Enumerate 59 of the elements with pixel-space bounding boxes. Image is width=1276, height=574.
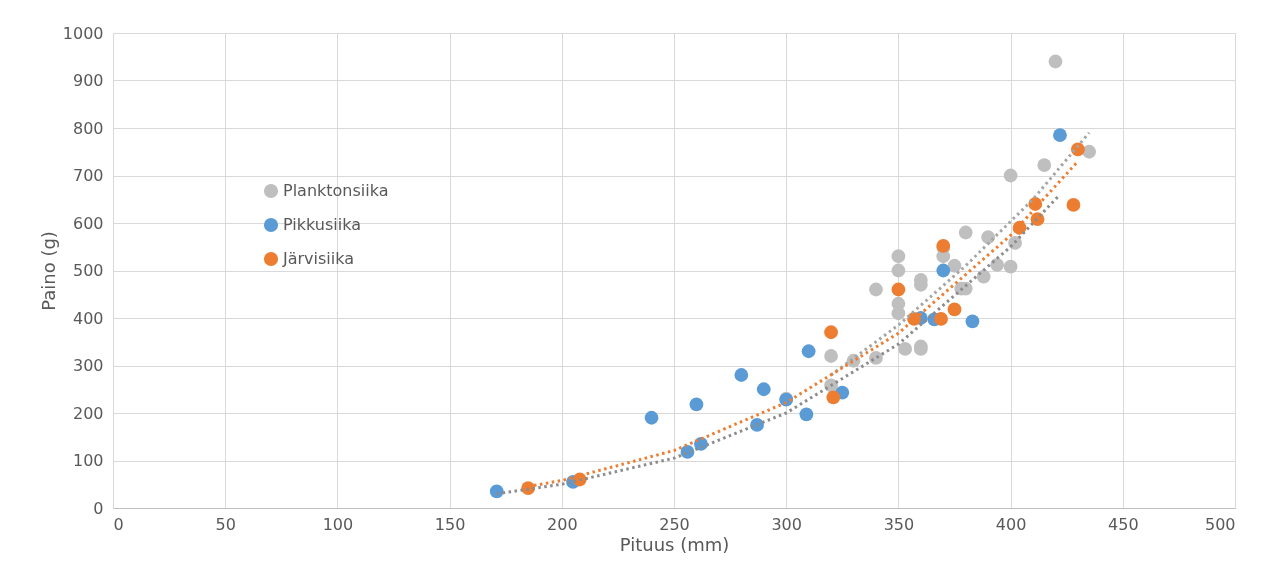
point: [990, 257, 1005, 272]
y-tick-label: 400: [72, 308, 104, 328]
x-tick-label: 450: [1108, 514, 1139, 534]
point: [891, 306, 906, 321]
point: [801, 344, 816, 359]
point: [756, 382, 771, 397]
point: [891, 249, 906, 264]
line-series: [829, 131, 1091, 377]
point: [869, 282, 883, 297]
y-tick-label: 200: [72, 403, 104, 423]
y-tick-label: 300: [72, 356, 104, 375]
point: [1066, 198, 1081, 212]
x-tick-label: 100: [322, 514, 354, 534]
x-tick-label: 50: [215, 514, 236, 534]
y-tick-label: 100: [72, 451, 104, 470]
x-tick-label: 250: [659, 514, 690, 534]
point: [934, 312, 948, 326]
point: [947, 258, 962, 273]
point: [644, 410, 659, 425]
x-tick-label: 300: [771, 514, 802, 534]
y-tick-label: 500: [72, 261, 104, 280]
point: [824, 325, 838, 340]
y-tick-label: 900: [72, 71, 104, 90]
point: [734, 368, 749, 382]
point: [936, 263, 951, 278]
legend-label: Pikkusiika: [283, 215, 361, 234]
legend-label: Järvisiika: [282, 249, 355, 268]
point: [1082, 144, 1097, 159]
y-tick-label: 700: [72, 166, 104, 185]
y-axis-title: Paino (g): [37, 231, 59, 311]
y-tick-label: 1000: [62, 23, 104, 43]
point: [958, 225, 973, 240]
x-tick-label: 200: [547, 514, 578, 534]
point: [1003, 168, 1018, 183]
x-tick-label: 350: [883, 514, 915, 534]
point: [898, 342, 913, 356]
y-tick-label: 600: [72, 213, 104, 233]
point: [489, 484, 504, 499]
point: [1003, 259, 1018, 274]
x-tick-label: 150: [434, 514, 466, 534]
point: [976, 269, 991, 284]
point: [824, 349, 838, 363]
point: [965, 314, 980, 329]
point: [1053, 128, 1067, 142]
y-tick-label: 800: [72, 118, 104, 138]
point: [826, 390, 841, 405]
x-tick-label: 0: [113, 514, 124, 534]
legend-label: Planktonsiika: [283, 181, 389, 200]
point: [1048, 54, 1063, 69]
point: [799, 407, 814, 422]
point: [891, 263, 906, 278]
y-tick-label: 0: [93, 498, 104, 518]
point: [689, 397, 704, 412]
x-axis-title: Pituus (mm): [619, 533, 730, 555]
point: [891, 282, 906, 297]
point: [1037, 158, 1052, 172]
point: [947, 302, 962, 317]
x-tick-label: 500: [1204, 514, 1236, 534]
x-tick-label: 400: [995, 514, 1027, 534]
